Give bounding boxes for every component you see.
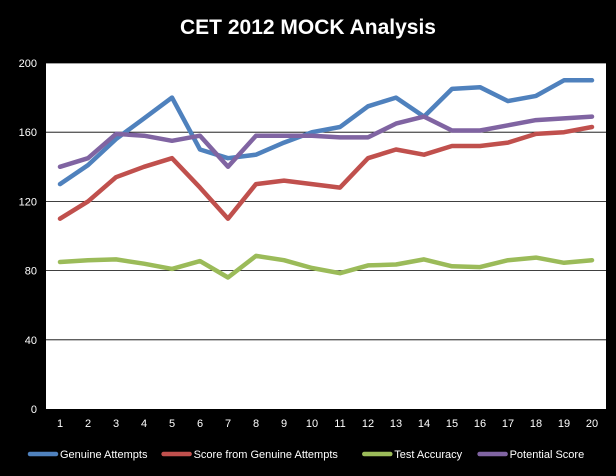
x-tick-label: 10: [306, 418, 318, 430]
legend-label: Score from Genuine Attempts: [194, 449, 339, 461]
legend-item-potential-score: Potential Score: [477, 449, 585, 461]
legend-label: Test Accuracy: [394, 449, 462, 461]
y-tick-label: 80: [25, 266, 37, 278]
series-line-score-from-genuine-attempts: [57, 124, 595, 221]
y-tick-label: 160: [19, 127, 37, 139]
x-tick-label: 2: [85, 418, 91, 430]
x-tick-label: 4: [141, 418, 147, 430]
legend-label: Potential Score: [510, 449, 585, 461]
x-tick-label: 12: [362, 418, 374, 430]
x-tick-label: 9: [281, 418, 287, 430]
legend-item-genuine-attempts: Genuine Attempts: [27, 449, 148, 461]
x-tick-label: 19: [558, 418, 570, 430]
x-tick-label: 5: [169, 418, 175, 430]
series-line-potential-score: [57, 114, 595, 170]
plot-area: [46, 63, 606, 409]
legend: Genuine Attempts Score from Genuine Attem…: [27, 449, 585, 461]
x-tick-label: 15: [446, 418, 458, 430]
chart-title: CET 2012 MOCK Analysis: [180, 16, 436, 39]
legend-item-score-from-genuine-attempts: Score from Genuine Attempts: [161, 449, 339, 461]
x-tick-label: 1: [57, 418, 63, 430]
x-tick-label: 14: [418, 418, 430, 430]
y-tick-label: 200: [19, 58, 37, 70]
x-tick-label: 8: [253, 418, 259, 430]
series-line-genuine-attempts: [57, 78, 595, 187]
x-tick-label: 20: [586, 418, 598, 430]
series-lines: [57, 78, 595, 280]
y-axis: 0 40 80 120 160 200: [19, 58, 37, 416]
x-tick-label: 17: [502, 418, 514, 430]
x-axis: 1 2 3 4 5 6 7 8 9 10 11 12 13 14 15 16 17 18 19 20: [57, 418, 598, 430]
legend-label: Genuine Attempts: [60, 449, 148, 461]
x-tick-label: 18: [530, 418, 542, 430]
y-tick-label: 120: [19, 196, 37, 208]
x-tick-label: 11: [334, 418, 345, 430]
y-tick-label: 40: [25, 335, 37, 347]
legend-item-test-accuracy: Test Accuracy: [362, 449, 463, 461]
x-tick-label: 7: [225, 418, 231, 430]
x-tick-label: 6: [197, 418, 203, 430]
y-tick-label: 0: [31, 404, 37, 416]
series-line-test-accuracy: [57, 253, 595, 280]
x-tick-label: 13: [390, 418, 402, 430]
x-tick-label: 3: [113, 418, 119, 430]
x-tick-label: 16: [474, 418, 486, 430]
